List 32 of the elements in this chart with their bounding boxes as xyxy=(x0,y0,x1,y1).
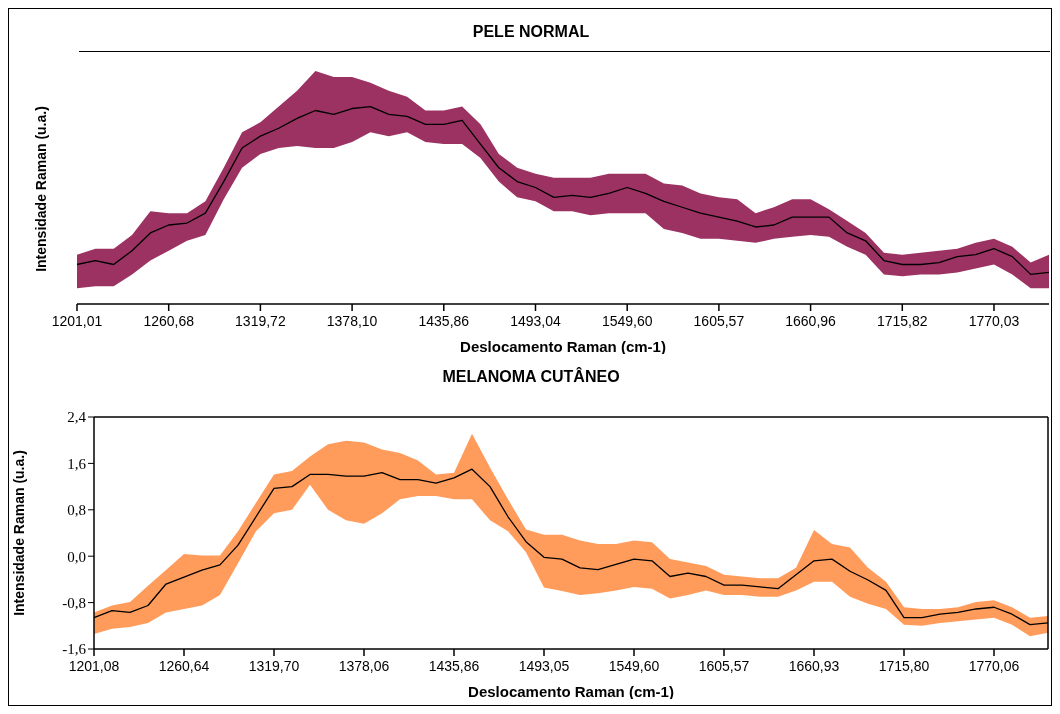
y-tick-label: 1,6 xyxy=(67,455,87,472)
x-tick-label: 1715,82 xyxy=(876,313,928,329)
x-tick-label: 1605,57 xyxy=(693,313,745,329)
x-tick-label: 1319,72 xyxy=(235,313,286,329)
x-tick-label: 1549,60 xyxy=(601,313,653,329)
y-axis-title: Intensidade Raman (u.a.) xyxy=(10,450,27,616)
x-tick-label: 1260,64 xyxy=(158,658,210,674)
x-tick-label: 1435,86 xyxy=(418,313,470,329)
y-tick-label: 2,4 xyxy=(67,409,87,426)
x-tick-label: 1435,86 xyxy=(428,658,480,674)
x-tick-label: 1493,05 xyxy=(518,658,570,674)
chart-title: MELANOMA CUTÂNEO xyxy=(441,368,621,386)
y-axis-title: Intensidade Raman (u.a.) xyxy=(33,105,50,272)
x-tick-label: 1660,96 xyxy=(785,313,837,329)
x-tick-label: 1493,04 xyxy=(510,313,562,329)
x-tick-label: 1378,06 xyxy=(338,658,390,674)
x-tick-label: 1715,80 xyxy=(878,658,930,674)
y-tick-label: 0,0 xyxy=(67,548,86,565)
y-tick-label: -0,8 xyxy=(62,594,86,611)
y-tick-label: 0,8 xyxy=(67,502,86,519)
x-tick-label: 1201,08 xyxy=(68,658,120,674)
x-tick-label: 1260,68 xyxy=(143,313,195,329)
x-tick-label: 1319,70 xyxy=(248,658,300,674)
x-tick-label: 1660,93 xyxy=(788,658,840,674)
x-tick-label: 1605,57 xyxy=(698,658,750,674)
chart-title: PELE NORMAL xyxy=(471,23,591,41)
x-tick-label: 1378,10 xyxy=(326,313,378,329)
x-tick-label: 1549,60 xyxy=(608,658,660,674)
x-tick-label: 1770,06 xyxy=(968,658,1020,674)
y-tick-label: -1,6 xyxy=(62,641,87,658)
x-tick-label: 1201,01 xyxy=(51,313,103,329)
x-tick-label: 1770,03 xyxy=(968,313,1020,329)
